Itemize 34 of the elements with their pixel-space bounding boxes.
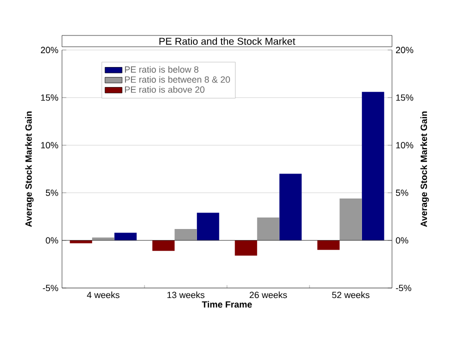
x-tick-label: 13 weeks	[167, 292, 204, 298]
y2-tick-label: 5%	[396, 190, 408, 196]
chart-title: PE Ratio and the Stock Market	[159, 37, 296, 45]
y2-tick-label: 0%	[396, 237, 408, 244]
x-tick-label: 4 weeks	[86, 292, 120, 298]
y2-tick-label: 15%	[396, 94, 414, 101]
y2-tick-label: 20%	[396, 46, 414, 54]
legend-label: PE ratio is between 8 & 20	[125, 76, 230, 83]
bar	[317, 240, 340, 250]
bar	[174, 228, 197, 240]
bar	[234, 240, 258, 256]
y2-tick-label: -5%	[396, 284, 412, 292]
legend-label: PE ratio is below 8	[125, 66, 198, 73]
y-tick-label: 0%	[46, 237, 58, 244]
y2-tick-label: 10%	[396, 142, 414, 148]
bar	[257, 218, 280, 240]
bar	[114, 232, 137, 240]
legend-label: PE ratio is above 20	[125, 86, 204, 93]
y-tick-label: 10%	[41, 142, 58, 148]
x-axis-title: Time Frame	[202, 301, 252, 308]
bar	[70, 240, 92, 244]
y-tick-label: -5%	[42, 284, 58, 292]
bar	[152, 240, 175, 251]
y-tick-label: 5%	[46, 190, 58, 196]
bar	[340, 198, 362, 240]
x-tick-label: 52 weeks	[332, 292, 370, 298]
bar	[279, 174, 302, 240]
x-tick-label: 26 weeks	[250, 292, 287, 298]
y-tick-label: 20%	[40, 46, 58, 54]
y-tick-label: 15%	[41, 94, 58, 101]
y2-axis-title: Average Stock Market Gain	[420, 111, 429, 227]
y-axis-title: Average Stock Market Gain	[25, 111, 34, 227]
bar	[196, 212, 220, 240]
bar	[362, 92, 384, 240]
